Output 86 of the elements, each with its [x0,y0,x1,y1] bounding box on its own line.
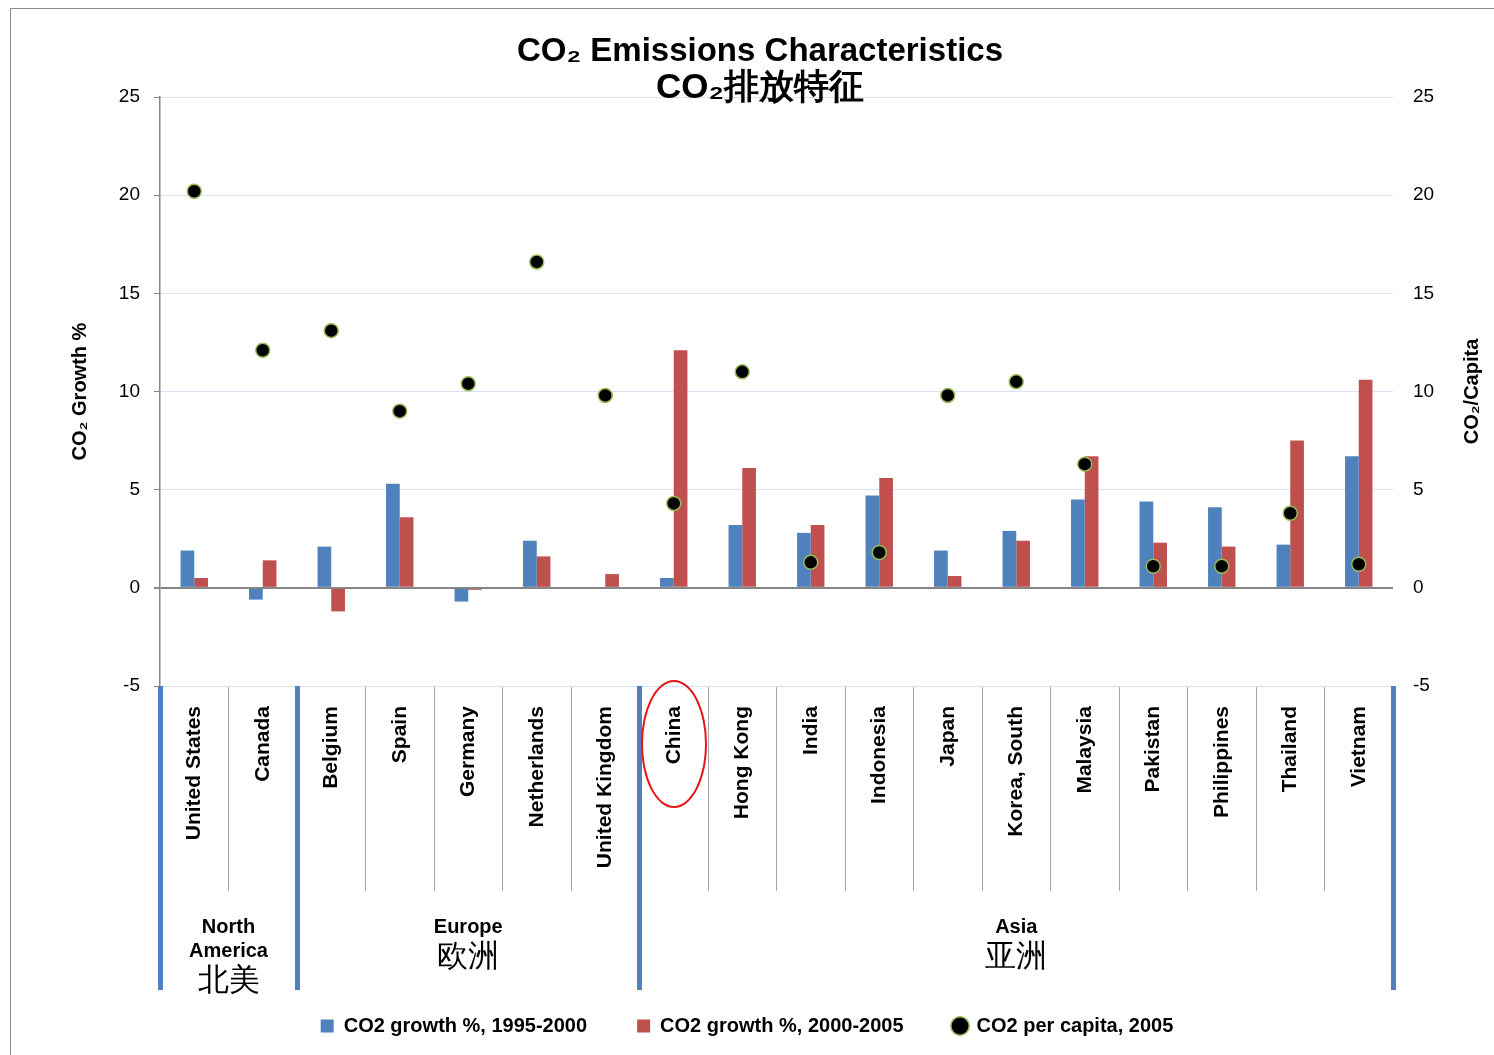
point [460,375,476,392]
x-tick-label: Malaysia [1071,705,1095,794]
point [1008,373,1024,390]
x-tick-label: Vietnam [1345,706,1369,788]
legend-label: CO2 growth %, 1995-2000 [343,1013,588,1036]
bar [1290,440,1304,587]
text: Europe 欧洲 [432,914,504,974]
x-tick-label: Indonesia [866,705,890,805]
legend-label: CO2 per capita, 2005 [976,1013,1174,1036]
y-tick-label: 20 [118,183,140,205]
y-tick-label: 5 [129,477,140,499]
x-tick-label: India [797,705,821,756]
x-tick-label: Korea, South [1003,706,1027,837]
bar [536,556,551,587]
text: Asia 亚洲 [984,914,1049,974]
y2-tick-label: 15 [1413,281,1435,303]
y2-tick-label: -5 [1413,674,1430,696]
bar [728,525,743,587]
text: North America 北美 [188,914,269,998]
point [803,554,819,571]
x-tick-label: Netherlands [523,706,547,828]
point [529,254,545,270]
bar [605,574,619,587]
point [323,322,339,339]
bar [660,578,674,587]
bar [673,350,688,587]
bar [399,517,414,587]
y-tick-label: 15 [118,281,140,303]
x-tick-label: Spain [386,706,410,764]
point [1282,505,1298,521]
y2-axis-title: CO₂/Capita [1459,337,1482,445]
point [666,495,682,512]
y2-tick-label: 25 [1413,85,1435,107]
point [255,342,271,359]
x-tick-label: Hong Kong [729,706,753,820]
bar [194,578,208,587]
x-tick-label: Belgium [318,706,342,789]
bar [879,477,893,587]
point [1214,558,1230,574]
x-tick-label: Germany [455,705,479,798]
x-tick-label: Philippines [1208,706,1232,819]
x-tick-label: Canada [249,705,273,782]
y2-tick-label: 0 [1413,576,1424,598]
bar [249,588,263,600]
point [871,544,887,561]
y2-tick-label: 20 [1413,183,1435,205]
bar [1084,456,1099,587]
y2-tick-label: 10 [1413,379,1435,401]
point [1077,456,1093,472]
legend-label: CO2 growth %, 2000-2005 [660,1013,904,1036]
bar [742,468,756,587]
point [1145,558,1161,574]
y-tick-label: -5 [123,674,140,696]
bar [386,483,400,587]
x-tick-label: United Kingdom [592,706,616,869]
y-axis-title: CO₂ Growth % [67,322,90,461]
point [597,387,613,404]
x-tick-label: China [660,705,684,765]
x-tick-label: Pakistan [1140,706,1164,793]
y-tick-label: 10 [118,379,140,401]
point [1351,556,1367,573]
bar [1358,379,1373,587]
bar [934,550,948,587]
y2-tick-label: 5 [1413,477,1424,499]
x-tick-label: United States [181,706,205,841]
bar [1016,540,1030,587]
bar [331,588,345,612]
point [392,403,408,419]
y-tick-label: 0 [129,576,140,598]
y-tick-label: 25 [118,85,140,107]
bar [454,588,469,602]
bar [262,560,277,587]
bar [1071,499,1085,587]
bar [317,546,332,587]
bar [180,550,195,587]
bar [947,576,962,587]
point [734,364,750,380]
bar [1345,456,1359,587]
x-tick-label: Japan [934,706,958,767]
point [940,387,956,404]
bar [1002,530,1017,587]
bar [1208,507,1222,587]
bar [523,540,537,587]
bar [1276,544,1291,587]
x-tick-label: Thailand [1277,706,1301,793]
point [186,183,202,199]
